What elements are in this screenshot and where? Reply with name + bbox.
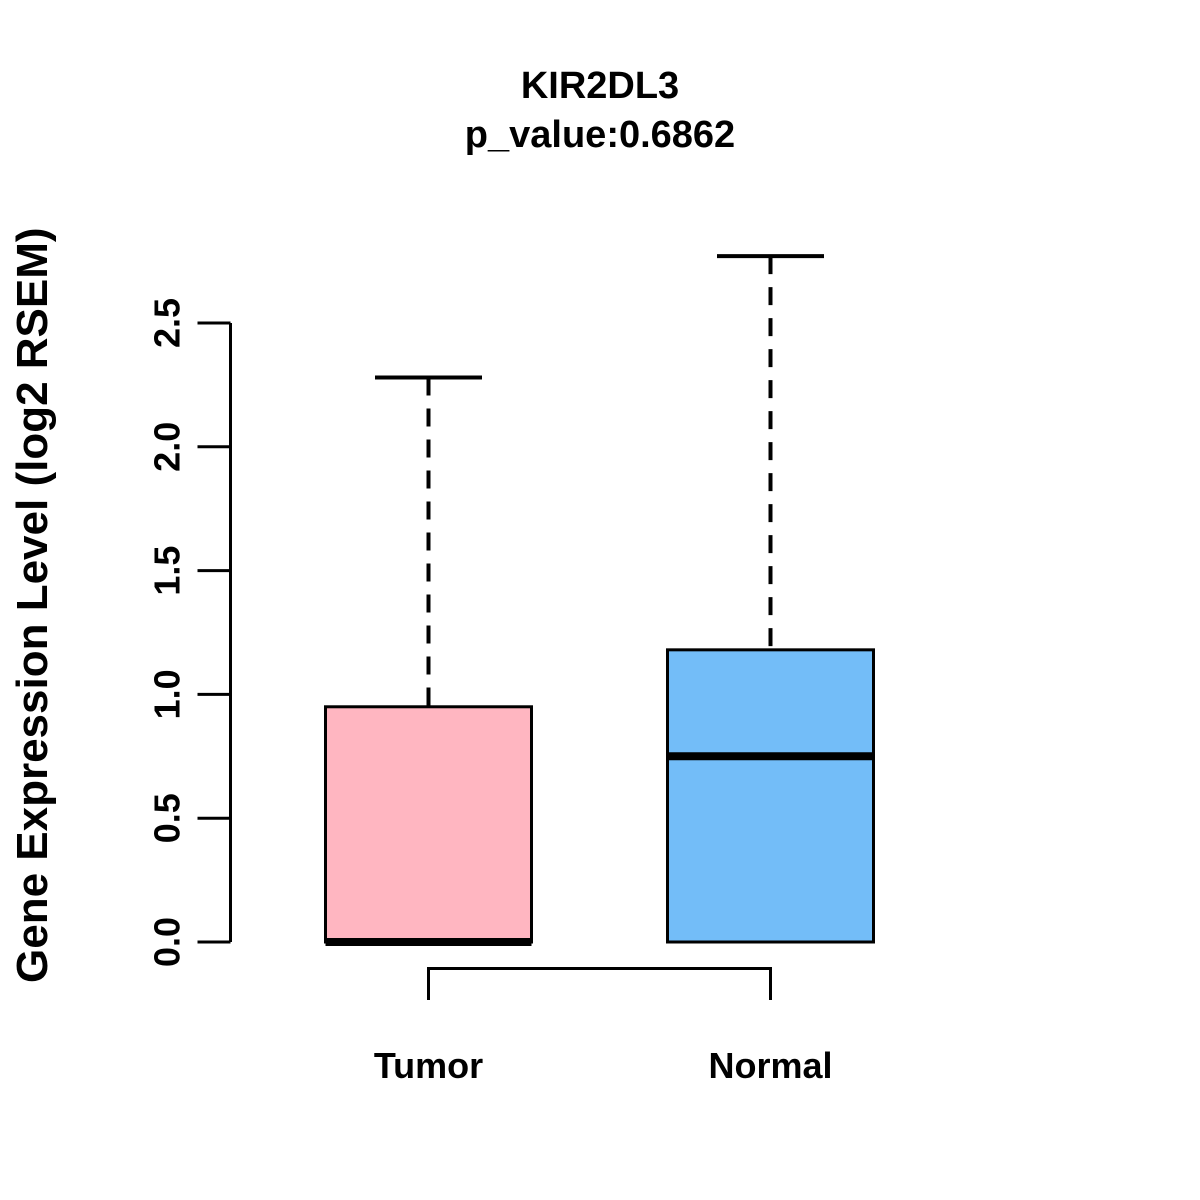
y-axis-tick-label: 0.0 — [147, 917, 188, 967]
y-axis-tick-label: 2.5 — [147, 298, 188, 348]
chart-subtitle-pvalue: p_value:0.6862 — [464, 114, 736, 156]
y-axis-tick-label: 2.0 — [147, 422, 188, 472]
y-axis-tick-label: 1.0 — [147, 669, 188, 719]
x-axis-label-tumor: Tumor — [374, 1045, 483, 1086]
y-axis-tick-label: 1.5 — [147, 546, 188, 596]
comparison-bracket — [427, 967, 772, 1000]
box-tumor — [324, 705, 533, 944]
chart-title-block: KIR2DL3 p_value:0.6862 — [0, 62, 1200, 160]
box-normal — [666, 648, 875, 944]
chart-title: KIR2DL3 — [520, 65, 680, 107]
y-axis-tick-label: 0.5 — [147, 793, 188, 843]
x-axis-label-normal: Normal — [708, 1045, 832, 1086]
